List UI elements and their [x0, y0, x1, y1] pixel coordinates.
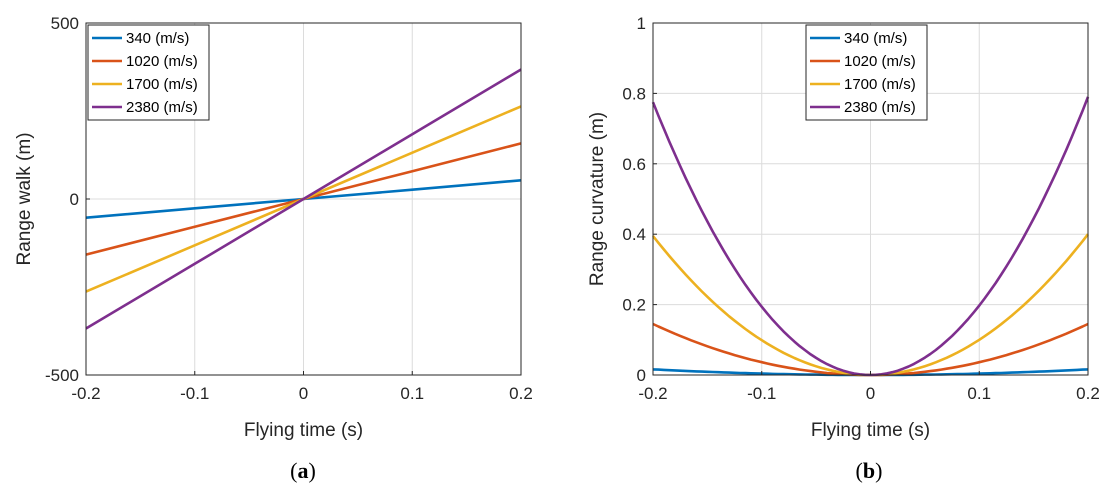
y-tick-label: -500 [45, 366, 79, 385]
y-tick-label: 0.4 [622, 225, 646, 244]
chart-a: -0.2 -0.1 0 0.1 0.2 -500 0 500 Flying time (s) Ra… [14, 14, 533, 483]
x-tick-label: 0.2 [1076, 384, 1100, 403]
legend-entry: 2380 (m/s) [126, 99, 198, 116]
y-tick-label: 0 [70, 190, 79, 209]
y-tick-label: 500 [51, 14, 79, 33]
y-axis-label: Range curvature (m) [587, 112, 608, 286]
x-tick-label: 0.1 [400, 384, 424, 403]
y-tick-label: 0.2 [622, 296, 646, 315]
legend-entry: 340 (m/s) [844, 30, 907, 47]
x-tick-label: -0.2 [638, 384, 667, 403]
legend-entry: 1700 (m/s) [126, 76, 198, 93]
legend-entry: 1700 (m/s) [844, 76, 916, 93]
y-tick-label: 0 [637, 366, 646, 385]
legend: 340 (m/s) 1020 (m/s) 1700 (m/s) 2380 (m/s) [805, 24, 928, 121]
y-tick-label: 1 [637, 14, 646, 33]
y-tick-label: 0.8 [622, 84, 646, 103]
panel-caption: (a) [290, 458, 316, 483]
y-tick-label: 0.6 [622, 155, 646, 174]
legend: 340 (m/s) 1020 (m/s) 1700 (m/s) 2380 (m/s) [87, 24, 210, 121]
x-tick-label: 0.1 [967, 384, 991, 403]
legend-box [805, 24, 928, 121]
x-tick-label: 0.2 [509, 384, 533, 403]
panel-caption: (b) [856, 458, 883, 483]
legend-entry: 1020 (m/s) [844, 53, 916, 70]
x-axis-label: Flying time (s) [244, 420, 363, 441]
x-tick-label: 0 [299, 384, 308, 403]
legend-entry: 2380 (m/s) [844, 99, 916, 116]
x-tick-label: 0 [866, 384, 875, 403]
legend-entry: 1020 (m/s) [126, 53, 198, 70]
chart-b: -0.2 -0.1 0 0.1 0.2 0 0.2 0.4 0.6 0.8 1 Flying time… [587, 14, 1100, 483]
x-axis-label: Flying time (s) [811, 420, 930, 441]
legend-entry: 340 (m/s) [126, 30, 189, 47]
y-axis-label: Range walk (m) [14, 132, 35, 265]
series-line-2380 [85, 68, 522, 330]
x-tick-label: -0.2 [71, 384, 100, 403]
x-tick-label: -0.1 [747, 384, 776, 403]
legend-box [87, 24, 210, 121]
x-tick-label: -0.1 [180, 384, 209, 403]
